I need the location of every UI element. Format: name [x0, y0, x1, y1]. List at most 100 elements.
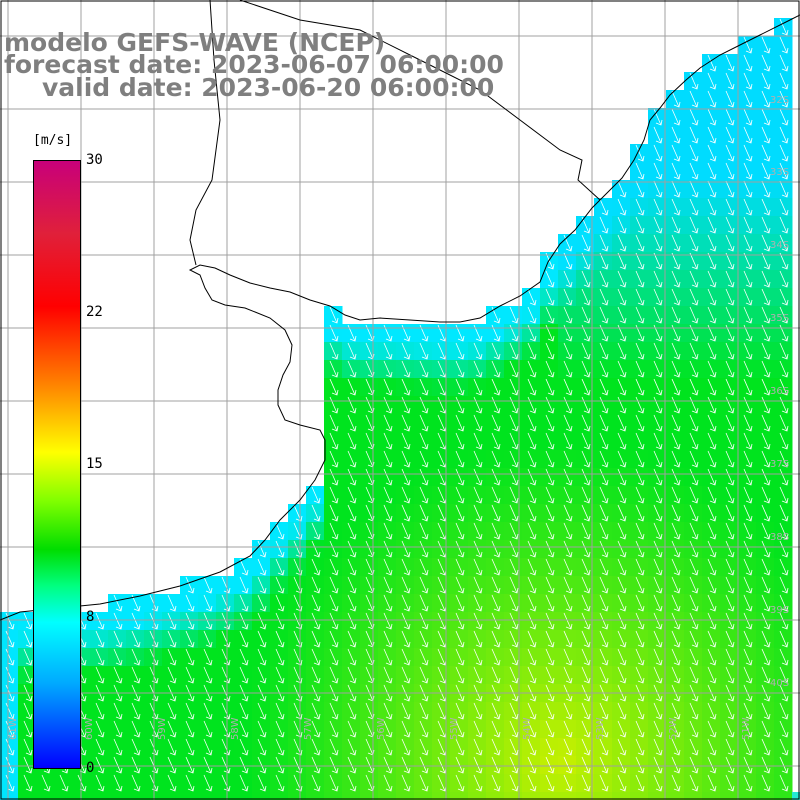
- wind-arrow-icon: [185, 702, 195, 720]
- wind-arrow-icon: [779, 630, 789, 648]
- wind-arrow-icon: [689, 270, 699, 288]
- wind-arrow-icon: [725, 558, 735, 576]
- wind-arrow-icon: [599, 450, 609, 468]
- wind-arrow-icon: [761, 648, 771, 666]
- wind-arrow-icon: [5, 666, 15, 684]
- wind-arrow-icon: [113, 594, 123, 612]
- wind-arrow-icon: [383, 432, 393, 450]
- wind-arrow-icon: [401, 378, 411, 396]
- wind-arrow-icon: [617, 648, 627, 666]
- wind-arrow-icon: [671, 180, 681, 198]
- wind-arrow-icon: [689, 234, 699, 252]
- wind-speed-cell: [36, 792, 55, 800]
- wind-arrow-icon: [563, 252, 573, 270]
- wind-arrow-icon: [185, 576, 195, 594]
- lat-label: 35S: [770, 313, 790, 324]
- wind-arrow-icon: [707, 144, 717, 162]
- wind-arrow-icon: [563, 504, 573, 522]
- wind-arrow-icon: [509, 432, 519, 450]
- wind-arrow-icon: [545, 648, 555, 666]
- wind-arrow-icon: [311, 576, 321, 594]
- wind-arrow-icon: [95, 666, 105, 684]
- wind-arrow-icon: [653, 108, 663, 126]
- wind-arrow-icon: [635, 594, 645, 612]
- wind-arrow-icon: [455, 342, 465, 360]
- wind-arrow-icon: [491, 738, 501, 756]
- wind-speed-cell: [432, 792, 451, 800]
- wind-arrow-icon: [707, 558, 717, 576]
- wind-arrow-icon: [653, 558, 663, 576]
- wind-arrow-icon: [383, 576, 393, 594]
- wind-arrow-icon: [275, 540, 285, 558]
- wind-arrow-icon: [419, 360, 429, 378]
- wind-arrow-icon: [599, 612, 609, 630]
- wind-arrow-icon: [779, 396, 789, 414]
- wind-arrow-icon: [509, 468, 519, 486]
- wind-speed-cell: [630, 792, 649, 800]
- wind-arrow-icon: [563, 450, 573, 468]
- wind-arrow-icon: [167, 612, 177, 630]
- lat-label: 39S: [770, 605, 790, 616]
- wind-arrow-icon: [671, 90, 681, 108]
- wind-speed-cell: [540, 792, 559, 800]
- wind-arrow-icon: [707, 306, 717, 324]
- wind-arrow-icon: [707, 738, 717, 756]
- wind-arrow-icon: [689, 342, 699, 360]
- wind-arrow-icon: [221, 576, 231, 594]
- wind-arrow-icon: [671, 774, 681, 792]
- wind-arrow-icon: [455, 756, 465, 774]
- wind-arrow-icon: [653, 612, 663, 630]
- wind-arrow-icon: [707, 774, 717, 792]
- wind-arrow-icon: [653, 450, 663, 468]
- wind-arrow-icon: [707, 720, 717, 738]
- wind-arrow-icon: [671, 540, 681, 558]
- wind-speed-cell: [0, 792, 19, 800]
- wind-arrow-icon: [95, 738, 105, 756]
- wind-arrow-icon: [635, 576, 645, 594]
- wind-arrow-icon: [779, 774, 789, 792]
- wind-arrow-icon: [131, 630, 141, 648]
- wind-arrow-icon: [563, 630, 573, 648]
- wind-arrow-icon: [383, 450, 393, 468]
- wind-arrow-icon: [545, 306, 555, 324]
- wind-arrow-icon: [455, 720, 465, 738]
- wind-arrow-icon: [581, 468, 591, 486]
- wind-arrow-icon: [95, 720, 105, 738]
- wind-arrow-icon: [779, 288, 789, 306]
- wind-arrow-icon: [707, 90, 717, 108]
- wind-arrow-icon: [653, 306, 663, 324]
- wind-arrow-icon: [455, 702, 465, 720]
- wind-arrow-icon: [617, 486, 627, 504]
- wind-arrow-icon: [113, 738, 123, 756]
- wind-arrow-icon: [779, 504, 789, 522]
- wind-arrow-icon: [707, 756, 717, 774]
- wind-arrow-icon: [635, 720, 645, 738]
- wind-arrow-icon: [275, 522, 285, 540]
- wind-arrow-icon: [257, 594, 267, 612]
- wind-arrow-icon: [653, 720, 663, 738]
- wind-speed-cell: [666, 792, 685, 800]
- wind-arrow-icon: [689, 738, 699, 756]
- wind-arrow-icon: [131, 702, 141, 720]
- wind-arrow-icon: [419, 774, 429, 792]
- wind-arrow-icon: [761, 180, 771, 198]
- wind-arrow-icon: [725, 630, 735, 648]
- wind-speed-cell: [216, 792, 235, 800]
- wind-arrow-icon: [221, 630, 231, 648]
- wind-arrow-icon: [527, 576, 537, 594]
- wind-arrow-icon: [779, 360, 789, 378]
- wind-arrow-icon: [401, 630, 411, 648]
- wind-arrow-icon: [527, 342, 537, 360]
- wind-arrow-icon: [743, 180, 753, 198]
- wind-arrow-icon: [761, 126, 771, 144]
- wind-arrow-icon: [473, 432, 483, 450]
- wind-arrow-icon: [329, 774, 339, 792]
- wind-arrow-icon: [383, 396, 393, 414]
- wind-arrow-icon: [635, 522, 645, 540]
- wind-arrow-icon: [455, 774, 465, 792]
- wind-arrow-icon: [347, 702, 357, 720]
- wind-arrow-icon: [401, 594, 411, 612]
- wind-arrow-icon: [689, 306, 699, 324]
- wind-arrow-icon: [329, 612, 339, 630]
